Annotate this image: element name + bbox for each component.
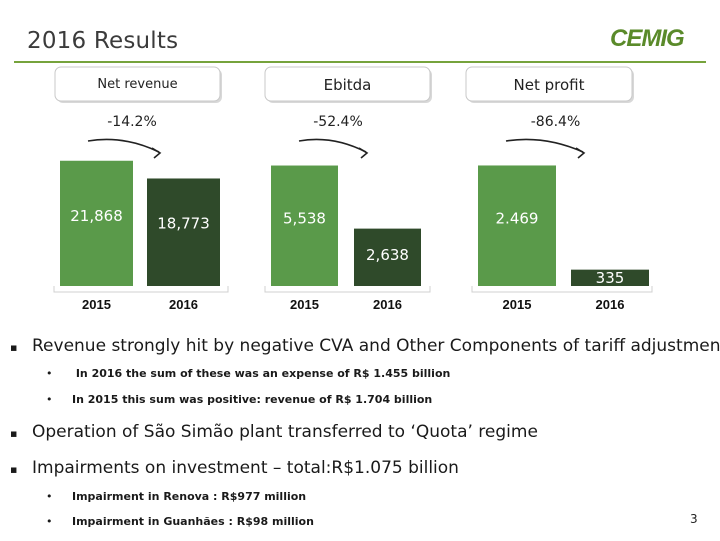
net-profit-bar-2016 — [571, 269, 649, 286]
net-revenue-bar-2016 — [147, 178, 220, 286]
bullet-text: Revenue strongly hit by negative CVA and… — [32, 336, 720, 356]
bullet-marker: • — [46, 515, 53, 528]
bullet-text: Operation of São Simão plant transferred… — [32, 422, 538, 442]
net-profit-value-label-2016: 335 — [596, 269, 625, 287]
net-revenue-bar-2015 — [60, 160, 133, 286]
bullet-marker: • — [46, 490, 53, 503]
ebitda-bar-2015 — [271, 165, 338, 286]
ebitda-value-label-2016: 2,638 — [366, 246, 409, 264]
net-revenue-value-label-2015: 21,868 — [70, 207, 123, 225]
net-revenue-change-label: -14.2% — [107, 114, 157, 130]
slide-title: 2016 Results — [27, 28, 179, 54]
net-profit-title-box — [465, 66, 633, 102]
sub-bullet-item: • Impairment in Renova : R$977 million — [46, 490, 306, 503]
bullet-item: ▪ Impairments on investment – total:R$1.0… — [10, 458, 459, 478]
ebitda-value-label-2015: 5,538 — [283, 209, 326, 227]
net-revenue-arrow-head — [151, 147, 162, 159]
bullet-marker: ▪ — [10, 341, 18, 354]
ebitda-title: Ebitda — [324, 76, 372, 94]
bullet-text: Impairment in Guanhães : R$98 million — [72, 515, 314, 528]
net-profit-category-2015: 2015 — [503, 297, 532, 312]
net-profit-axis — [471, 286, 653, 293]
net-profit-arrow-head — [575, 147, 586, 159]
sub-bullet-item: • In 2016 the sum of these was an expens… — [46, 367, 450, 380]
net-profit-category-2016: 2016 — [596, 297, 625, 312]
ebitda-title-box — [264, 66, 431, 102]
results-charts: Net revenue -14.2% 21,868 2015 18,773 2016 Ebi… — [53, 66, 653, 312]
net-revenue-category-2016: 2016 — [169, 297, 198, 312]
net-revenue-value-label-2016: 18,773 — [157, 214, 210, 232]
net-profit-change-label: -86.4% — [531, 114, 581, 130]
bullet-marker: • — [46, 393, 53, 406]
ebitda-change-label: -52.4% — [313, 114, 363, 130]
ebitda-arrow-head — [358, 147, 369, 159]
cemig-logo: CEMIG — [610, 25, 685, 52]
bullet-marker: ▪ — [10, 463, 18, 476]
ebitda-category-2016: 2016 — [373, 297, 402, 312]
sub-bullet-item: • Impairment in Guanhães : R$98 million — [46, 515, 314, 528]
ebitda-arrow — [298, 138, 367, 153]
net-profit-arrow — [505, 138, 584, 153]
net-revenue-title-box — [54, 66, 221, 102]
bullet-text: Impairment in Renova : R$977 million — [72, 490, 307, 503]
net-profit-value-label-2015: 2.469 — [496, 209, 539, 227]
sub-bullet-item: • In 2015 this sum was positive: revenue … — [46, 393, 432, 406]
bullet-text: In 2016 the sum of these was an expense … — [72, 367, 451, 380]
bullet-marker: ▪ — [10, 427, 18, 440]
ebitda-bar-2016 — [354, 228, 421, 286]
header-divider — [14, 61, 706, 63]
bullet-item: ▪ Operation of São Simão plant transferre… — [10, 422, 538, 442]
net-profit-title: Net profit — [514, 76, 585, 94]
net-revenue-category-2015: 2015 — [82, 297, 111, 312]
ebitda-axis — [264, 286, 431, 293]
logo-text: CEMIG — [610, 25, 684, 52]
bullet-text: In 2015 this sum was positive: revenue o… — [72, 393, 433, 406]
net-revenue-axis — [53, 286, 229, 293]
ebitda-category-2015: 2015 — [290, 297, 319, 312]
bullet-text: Impairments on investment – total:R$1.07… — [32, 458, 459, 478]
net-revenue-title: Net revenue — [97, 77, 177, 92]
bullet-marker: • — [46, 367, 53, 380]
bullet-item: ▪ Revenue strongly hit by negative CVA an… — [10, 336, 720, 356]
net-profit-bar-2015 — [478, 165, 556, 286]
net-revenue-arrow — [87, 138, 160, 153]
page-number: 3 — [690, 512, 698, 526]
